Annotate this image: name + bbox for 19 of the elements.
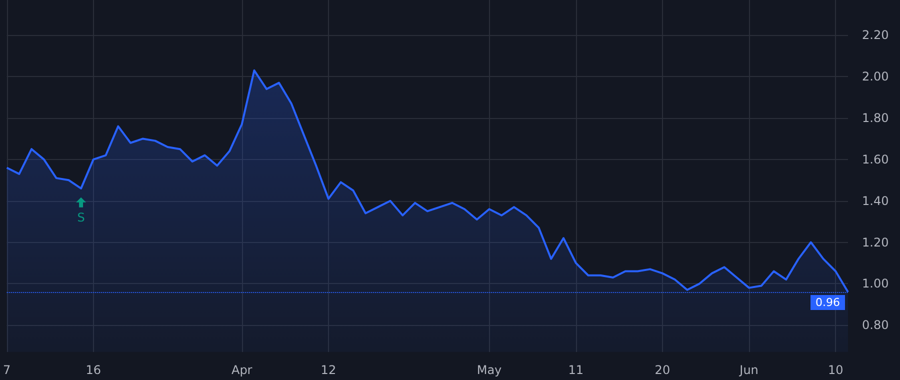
ref-line-label: 0.96 xyxy=(816,296,840,309)
x-tick-label: 11 xyxy=(568,363,584,377)
y-tick-label: 1.80 xyxy=(862,111,889,126)
y-tick-label: 1.60 xyxy=(862,152,889,166)
y-tick-label: 1.40 xyxy=(862,194,889,208)
x-tick-label: 20 xyxy=(654,363,670,377)
x-tick-label: Apr xyxy=(231,363,252,377)
x-tick-label: May xyxy=(476,363,502,377)
y-tick-label: 2.20 xyxy=(862,28,889,42)
x-tick-label: 12 xyxy=(320,363,336,377)
x-tick-label: 16 xyxy=(86,363,102,377)
annotation: S xyxy=(77,210,85,224)
y-tick-label: 0.80 xyxy=(862,318,889,332)
y-tick-label: 2.00 xyxy=(862,70,889,84)
y-tick-label: 1.00 xyxy=(862,276,889,291)
x-tick-label: Jun xyxy=(738,363,758,377)
x-tick-label: 10 xyxy=(828,363,844,377)
x-tick-label: 7 xyxy=(2,363,11,377)
y-tick-label: 1.20 xyxy=(862,235,889,250)
